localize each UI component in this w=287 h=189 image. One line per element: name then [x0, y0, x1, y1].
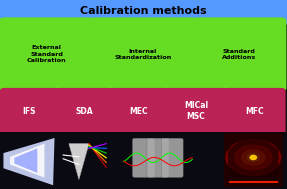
Polygon shape	[3, 138, 55, 185]
Circle shape	[242, 150, 265, 165]
Polygon shape	[69, 144, 89, 180]
FancyBboxPatch shape	[147, 138, 169, 177]
FancyBboxPatch shape	[0, 17, 94, 91]
Polygon shape	[228, 138, 278, 186]
FancyBboxPatch shape	[224, 88, 286, 134]
Text: MICal
MSC: MICal MSC	[184, 101, 208, 121]
Text: MEC: MEC	[129, 107, 148, 115]
Text: IFS: IFS	[23, 107, 36, 115]
Circle shape	[235, 145, 272, 170]
Text: SDA: SDA	[75, 107, 93, 115]
FancyBboxPatch shape	[109, 88, 168, 134]
Circle shape	[247, 153, 260, 162]
FancyBboxPatch shape	[224, 133, 283, 187]
FancyBboxPatch shape	[0, 132, 287, 189]
Text: External
Standard
Calibration: External Standard Calibration	[27, 45, 67, 64]
FancyBboxPatch shape	[161, 138, 183, 177]
Text: Standard
Additions: Standard Additions	[222, 49, 256, 60]
Circle shape	[226, 139, 281, 175]
Polygon shape	[14, 148, 37, 173]
FancyBboxPatch shape	[191, 17, 286, 91]
FancyBboxPatch shape	[133, 138, 154, 177]
FancyBboxPatch shape	[164, 88, 228, 134]
Text: Internal
Standardization: Internal Standardization	[114, 49, 171, 60]
Text: Calibration methods: Calibration methods	[80, 6, 207, 16]
Text: MFC: MFC	[245, 107, 264, 115]
FancyBboxPatch shape	[0, 0, 287, 25]
FancyBboxPatch shape	[90, 17, 196, 91]
Circle shape	[250, 155, 257, 160]
Polygon shape	[10, 144, 44, 178]
FancyBboxPatch shape	[55, 88, 113, 134]
FancyBboxPatch shape	[0, 88, 59, 134]
